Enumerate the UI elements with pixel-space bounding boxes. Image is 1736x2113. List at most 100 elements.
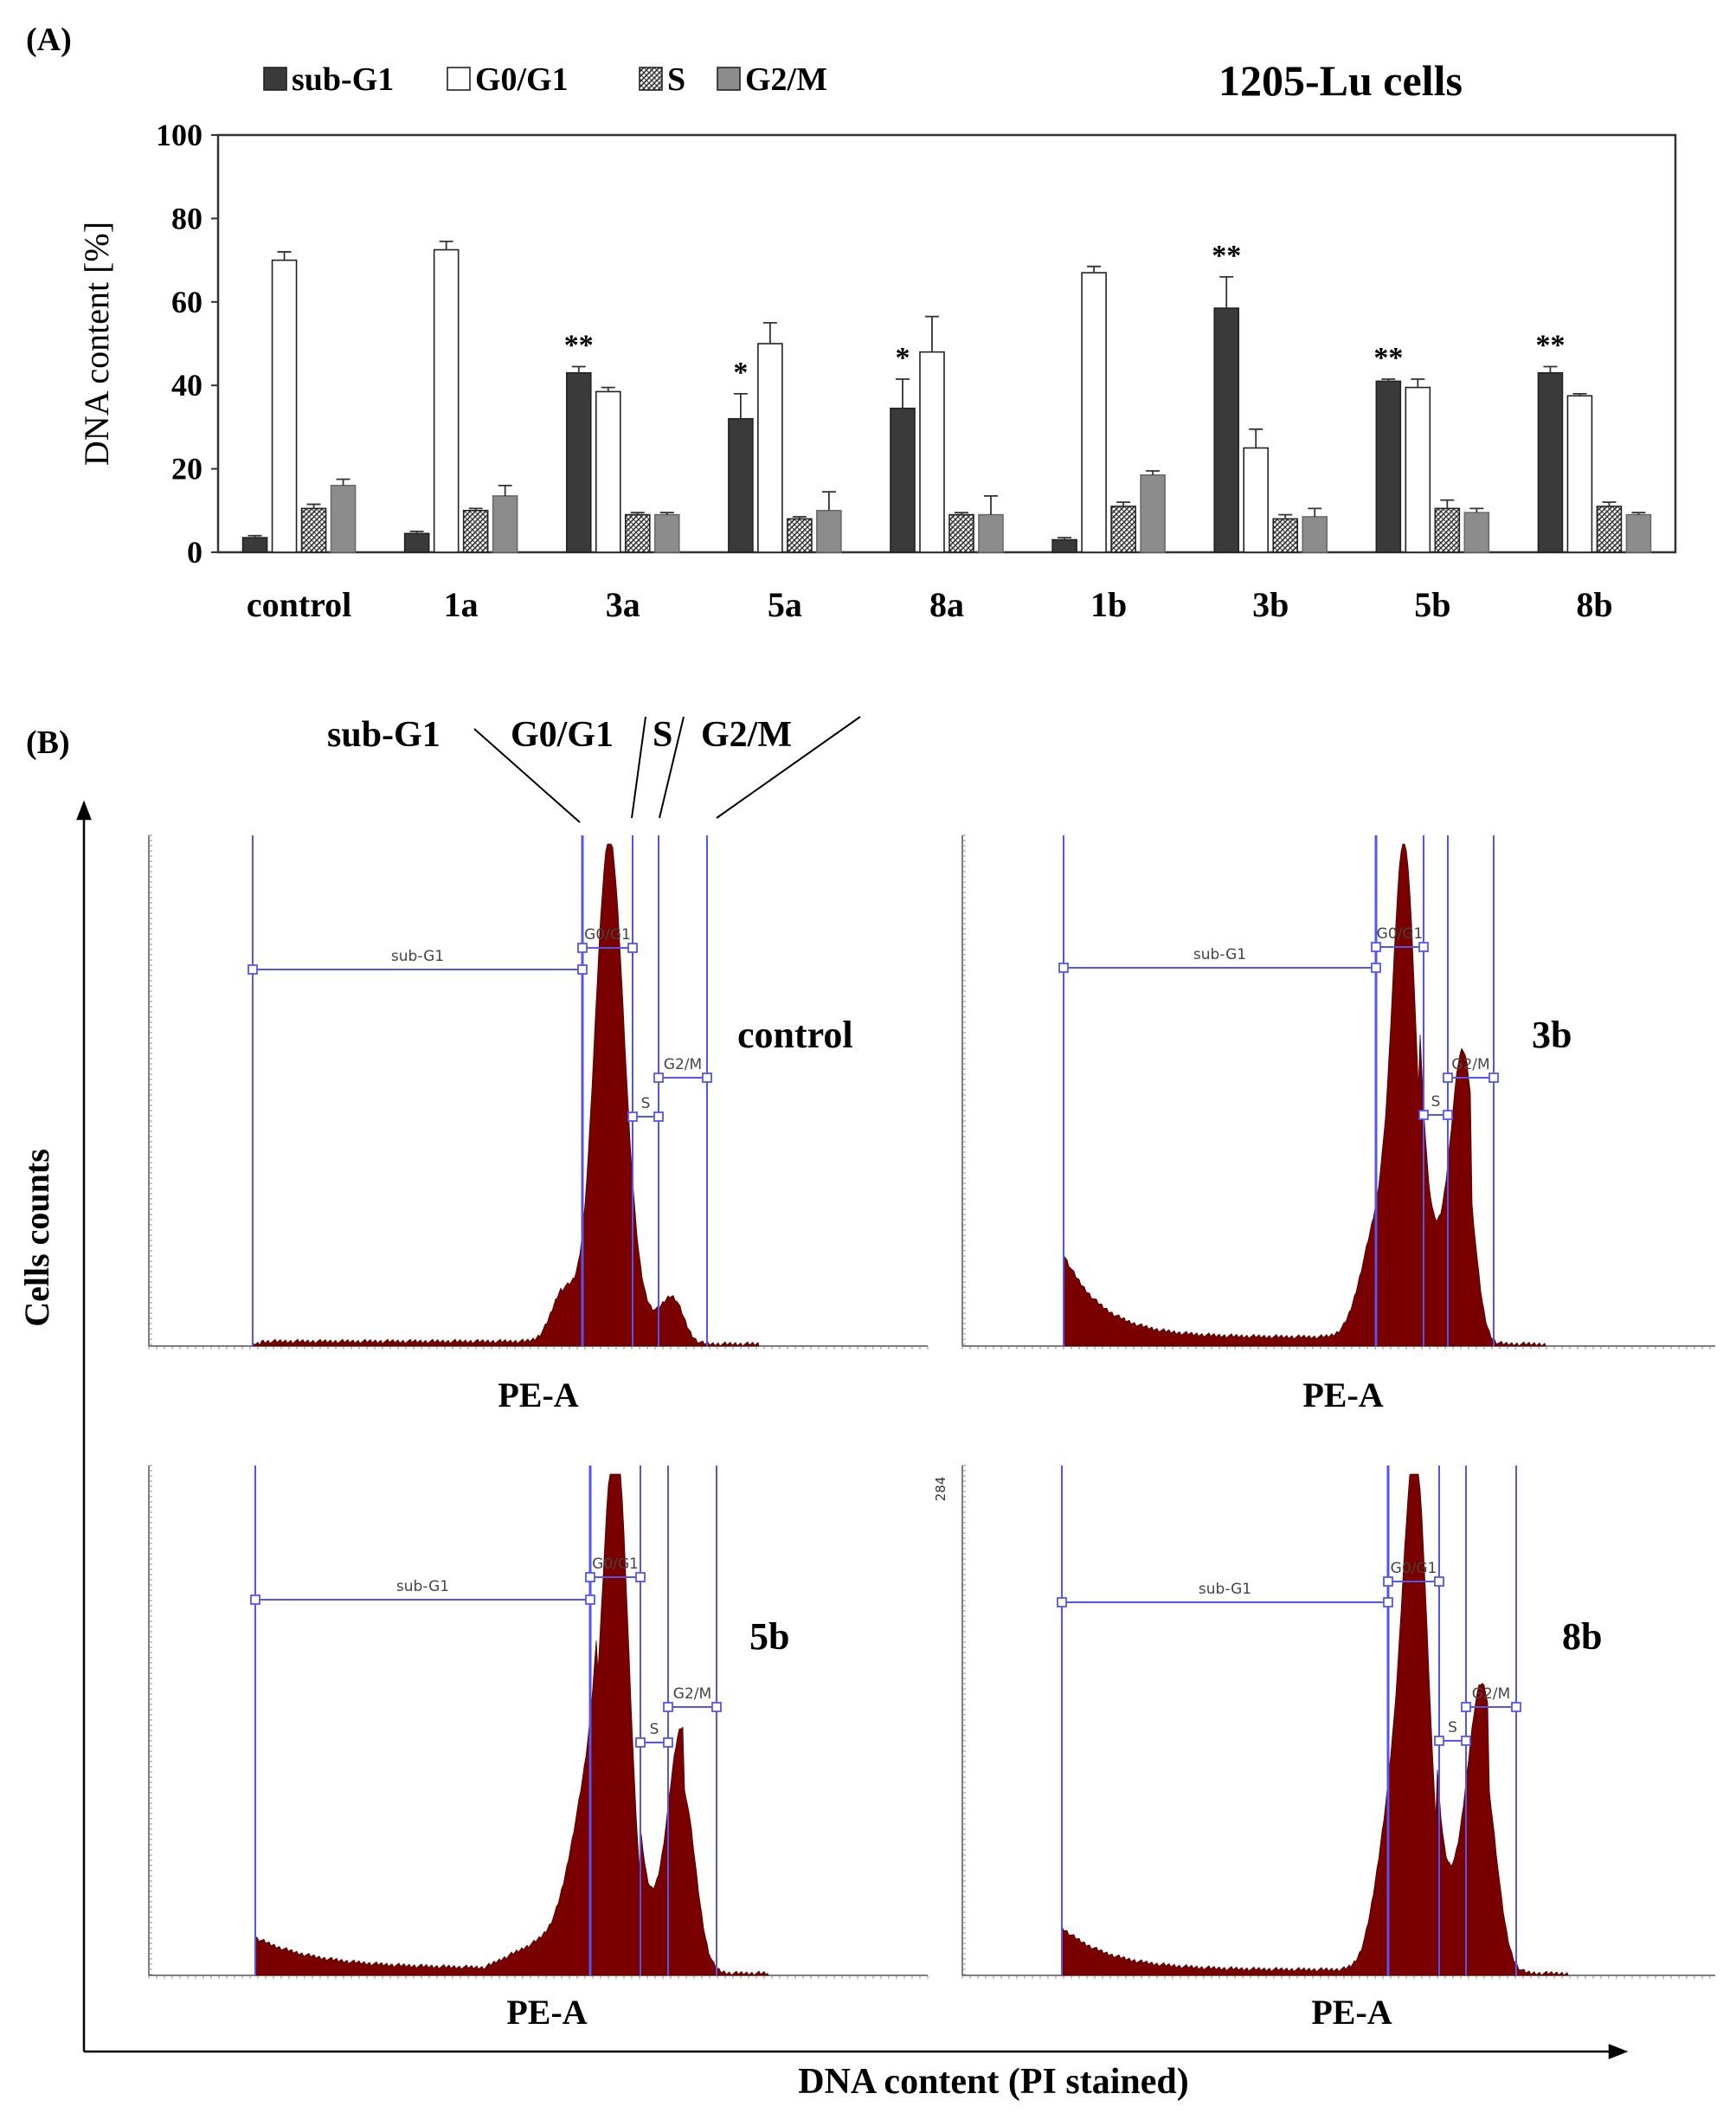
gate-label-g0g1: G0/G1: [1377, 925, 1424, 943]
gate-handle: [635, 1572, 646, 1582]
header-pointer-lines: [473, 716, 861, 823]
bar-sub-g1: [890, 407, 916, 553]
y-tick-label: 0: [187, 535, 203, 570]
x-category-label: 1a: [444, 585, 479, 624]
histogram-panel-8b: sub-G1 G0/G1 S G2/M 8b PE-A 284: [933, 1465, 1715, 2032]
gate-handle: [1461, 1702, 1471, 1712]
significance-marker: **: [564, 330, 594, 362]
gate-handle: [250, 1594, 260, 1605]
histogram-axis-label: PE-A: [1302, 1375, 1383, 1414]
bar-sub-g1: [241, 537, 268, 553]
y-axis-ticks: 0 20 40 60 80 100: [156, 118, 218, 570]
gate-handle: [1371, 942, 1381, 952]
gate-handle: [1443, 1110, 1453, 1120]
gate-handle: [653, 1073, 664, 1083]
histogram-area: [1063, 843, 1546, 1347]
bar-g2m: [816, 509, 842, 553]
bar-sub-g1: [1051, 538, 1077, 553]
histogram-area: [254, 1473, 769, 1976]
y-tick-label: 40: [171, 368, 203, 403]
panel-a-label: (A): [26, 22, 72, 58]
gate-handle: [585, 1572, 595, 1582]
gate-label-g2m: G2/M: [664, 1056, 702, 1073]
histogram-sample-label: 3b: [1532, 1014, 1572, 1056]
gate-handle: [1511, 1702, 1521, 1712]
legend-label: G0/G1: [475, 61, 569, 98]
gate-label-g0g1: G0/G1: [584, 926, 631, 944]
bar-s: [462, 509, 489, 553]
histogram-area: [1061, 1473, 1569, 1976]
y-tick-label: 100: [156, 118, 203, 152]
bar-sub-g1: [1537, 371, 1564, 553]
bars: *** ***** **: [241, 240, 1652, 553]
header-label-s: S: [653, 715, 672, 755]
gate-handle: [663, 1702, 673, 1712]
x-axis-categories: control 1a 3a 5a 8a 1b 3b 5b 8b: [247, 585, 1613, 624]
header-label-g0g1: G0/G1: [511, 715, 614, 755]
gate-handle: [1461, 1736, 1471, 1746]
histogram-sample-label: 8b: [1562, 1615, 1602, 1658]
gate-handle: [1418, 942, 1429, 952]
gate-handle: [627, 1111, 638, 1122]
x-axis-arrow: [1608, 2044, 1629, 2059]
gate-handle: [577, 964, 588, 975]
bar-g0g1: [1566, 395, 1593, 553]
gate-label-g0g1: G0/G1: [592, 1556, 639, 1573]
legend-swatch: [639, 67, 663, 91]
gate-label-g2m: G2/M: [1472, 1685, 1510, 1703]
histogram-section: sub-G1 G0/G1 S G2/M Cells counts DNA con…: [17, 715, 1715, 2102]
histogram-panel-control: sub-G1 G0/G1 S G2/M control PE-A: [148, 834, 929, 1414]
significance-marker: **: [1373, 342, 1403, 374]
gate-label-g2m: G2/M: [1451, 1056, 1489, 1073]
gate-handle: [1434, 1576, 1444, 1587]
bar-s: [300, 507, 327, 553]
y-tick-label: 60: [171, 285, 203, 319]
histogram-axis-label: PE-A: [1311, 1993, 1392, 2032]
header-label-sub-g1: sub-G1: [327, 715, 440, 755]
gate-label-g2m: G2/M: [673, 1685, 711, 1703]
x-category-label: 8b: [1576, 585, 1612, 624]
bar-g0g1: [433, 248, 460, 553]
histogram-sample-label: control: [737, 1014, 853, 1056]
legend-label: sub-G1: [292, 61, 394, 98]
gate-handle: [1488, 1073, 1499, 1083]
bar-s: [787, 518, 813, 553]
bar-g0g1: [919, 351, 945, 553]
gate-label-sub-g1: sub-G1: [391, 948, 444, 965]
chart-title: 1205-Lu cells: [1218, 56, 1463, 105]
bar-g0g1: [1243, 447, 1270, 553]
y-axis-label: DNA content [%]: [77, 222, 116, 466]
gate-handle: [1058, 963, 1069, 973]
gate-label-sub-g1: sub-G1: [1193, 946, 1246, 963]
chart-legend: sub-G1 G0/G1 S G2/M: [263, 61, 827, 98]
panel-b-label: (B): [26, 725, 70, 761]
significance-marker: *: [896, 342, 910, 374]
gate-handle: [1418, 1110, 1429, 1120]
x-category-label: control: [247, 585, 351, 624]
legend-swatch: [263, 67, 287, 91]
common-axes: [76, 800, 1629, 2059]
plot-frame: [216, 133, 1677, 554]
pointer-line-sub-g1: [473, 728, 581, 823]
bar-s: [1434, 507, 1461, 553]
gate-handle: [627, 943, 638, 953]
bar-g2m: [1302, 516, 1328, 553]
bar-g2m: [1140, 474, 1166, 553]
x-category-label: 5a: [768, 585, 802, 624]
bar-g2m: [653, 513, 680, 553]
significance-marker: **: [1535, 330, 1565, 362]
gate-handle: [663, 1737, 673, 1748]
gate-handle: [248, 964, 258, 975]
gate-handle: [1383, 1576, 1393, 1587]
bar-s: [1272, 518, 1299, 553]
gate-label-s: S: [641, 1095, 651, 1112]
x-category-label: 8a: [929, 585, 964, 624]
significance-marker: *: [733, 357, 748, 389]
gate-handle: [585, 1594, 595, 1605]
bar-sub-g1: [1375, 380, 1402, 553]
gate-label-s: S: [650, 1721, 659, 1738]
histogram-area: [252, 843, 760, 1347]
gate-handle: [577, 943, 588, 953]
gate-label-sub-g1: sub-G1: [1199, 1581, 1251, 1598]
histogram-axis-label: PE-A: [498, 1375, 578, 1414]
